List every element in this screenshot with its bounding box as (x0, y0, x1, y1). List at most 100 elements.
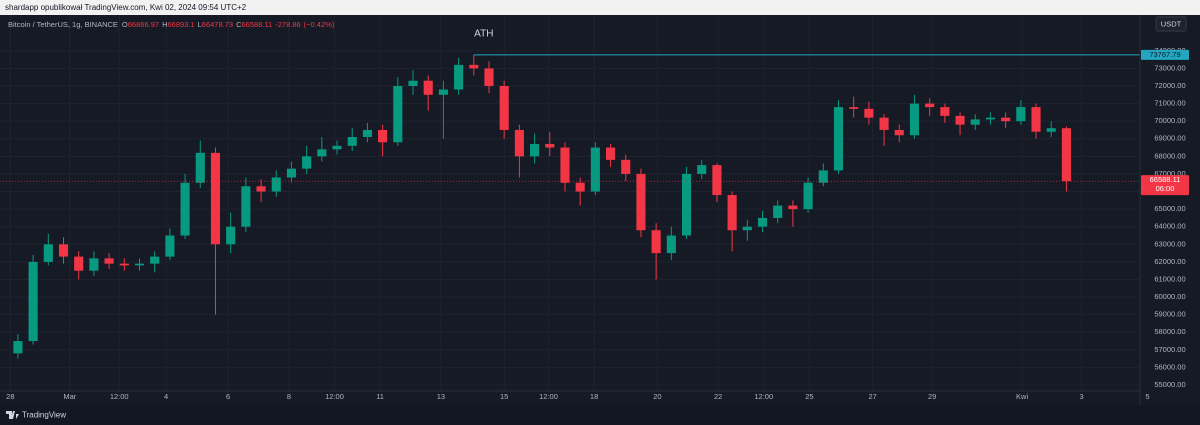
candle-body (925, 103, 935, 108)
ohlc-key: O (122, 20, 128, 29)
candle-body (985, 117, 996, 120)
candle-body (681, 173, 692, 236)
candle-body (438, 89, 448, 95)
footer (0, 405, 1200, 425)
y-tick-label: 70000.00 (1154, 116, 1185, 125)
candle-body (864, 108, 874, 118)
candle-body (818, 170, 828, 183)
x-tick-label: 15 (500, 392, 508, 401)
candle-body (89, 258, 99, 271)
candle-body (712, 165, 722, 196)
candle-body (697, 165, 707, 174)
grid (0, 15, 1140, 391)
ohlc-key: C (236, 20, 242, 29)
ath-price-tag (1141, 49, 1189, 60)
candle-body (575, 182, 585, 192)
candle-body (286, 168, 297, 178)
y-tick-label: 68000.00 (1154, 151, 1185, 160)
ohlc-value: 66478.73 (202, 20, 233, 29)
candle-body (347, 137, 357, 146)
candle-body (742, 226, 752, 231)
candle-body (150, 256, 160, 264)
currency-button[interactable] (1155, 16, 1187, 32)
candle-body (757, 217, 768, 227)
currency[interactable]: USDT (1161, 19, 1182, 28)
candle-body (955, 115, 965, 125)
y-tick-label: 55000.00 (1154, 380, 1185, 389)
candle-body (119, 263, 129, 266)
candle-body (74, 256, 84, 271)
candle-body (43, 244, 53, 262)
candle-body (514, 129, 524, 157)
candle-body (484, 68, 494, 86)
ohlc-key: H (162, 20, 167, 29)
candle-body (302, 156, 312, 169)
candle-body (940, 107, 950, 116)
candle-body (13, 341, 23, 354)
y-tick-label: 56000.00 (1154, 362, 1185, 371)
candle-body (849, 107, 859, 109)
y-tick-label: 62000.00 (1154, 257, 1185, 266)
candle-body (727, 195, 737, 231)
x-tick-label: 27 (869, 392, 877, 401)
candle-body (879, 117, 889, 130)
candle-body (408, 80, 418, 86)
candle-body (393, 85, 403, 143)
candle-body (590, 147, 600, 192)
candle-body (909, 103, 920, 136)
candles (13, 54, 1140, 359)
y-tick-label: 71000.00 (1154, 99, 1185, 108)
candle-body (1031, 107, 1041, 132)
candle-body (666, 235, 676, 254)
ohlc-value: 66866.97 (128, 20, 159, 29)
brand-logo (6, 411, 19, 419)
caption-bar (0, 0, 1200, 15)
x-tick-label: 12:00 (110, 392, 129, 401)
ath-annotation: ATH (474, 29, 493, 40)
y-tick-label: 61000.00 (1154, 274, 1185, 283)
candle-body (1061, 128, 1071, 182)
candle-body (1046, 128, 1056, 132)
x-tick-label: 12:00 (325, 392, 344, 401)
symbol: Bitcoin / TetherUS, 1g, BINANCE (8, 20, 118, 29)
x-tick-label: 28 (6, 392, 14, 401)
x-tick-label: 3 (1080, 392, 1084, 401)
change-value: -278.86 (275, 20, 300, 29)
candle-body (332, 145, 342, 150)
candle-body (621, 159, 631, 174)
candle-body (241, 186, 251, 227)
ohlc-value: 66588.11 (242, 20, 273, 29)
candle-body (560, 147, 570, 183)
x-tick-label: 4 (164, 392, 168, 401)
candle-body (1016, 107, 1026, 122)
candle-body (378, 129, 388, 143)
candle-body (530, 144, 540, 157)
change-percent: (−0.42%) (304, 20, 335, 29)
candle-body (469, 64, 479, 69)
x-tick-label: Kwi (1016, 392, 1028, 401)
candle-body (833, 107, 844, 171)
candle-body (545, 144, 555, 148)
candle-body (894, 129, 904, 136)
legend: Bitcoin / TetherUS, 1g, BINANCE O66866.97… (8, 20, 335, 29)
candle-body (970, 119, 980, 125)
caption: shardapp opublikował TradingView.com, Kw… (5, 3, 247, 12)
last-price-label: 66588.11 (1150, 175, 1181, 184)
x-tick-label: 25 (805, 392, 813, 401)
x-tick-label: 29 (928, 392, 936, 401)
y-tick-label: 65000.00 (1154, 204, 1185, 213)
x-tick-label: 12:00 (539, 392, 558, 401)
x-tick-label: 22 (714, 392, 722, 401)
brand: TradingView (22, 411, 66, 420)
y-tick-label: 58000.00 (1154, 327, 1185, 336)
y-tick-label: 60000.00 (1154, 292, 1185, 301)
candle-body (134, 263, 145, 266)
candle-body (195, 152, 205, 183)
candle-body (58, 244, 69, 257)
candle-body (788, 205, 798, 210)
candle-body (423, 80, 433, 95)
candle-body (165, 235, 175, 257)
y-tick-label: 72000.00 (1154, 81, 1185, 90)
candle-body (210, 152, 221, 245)
